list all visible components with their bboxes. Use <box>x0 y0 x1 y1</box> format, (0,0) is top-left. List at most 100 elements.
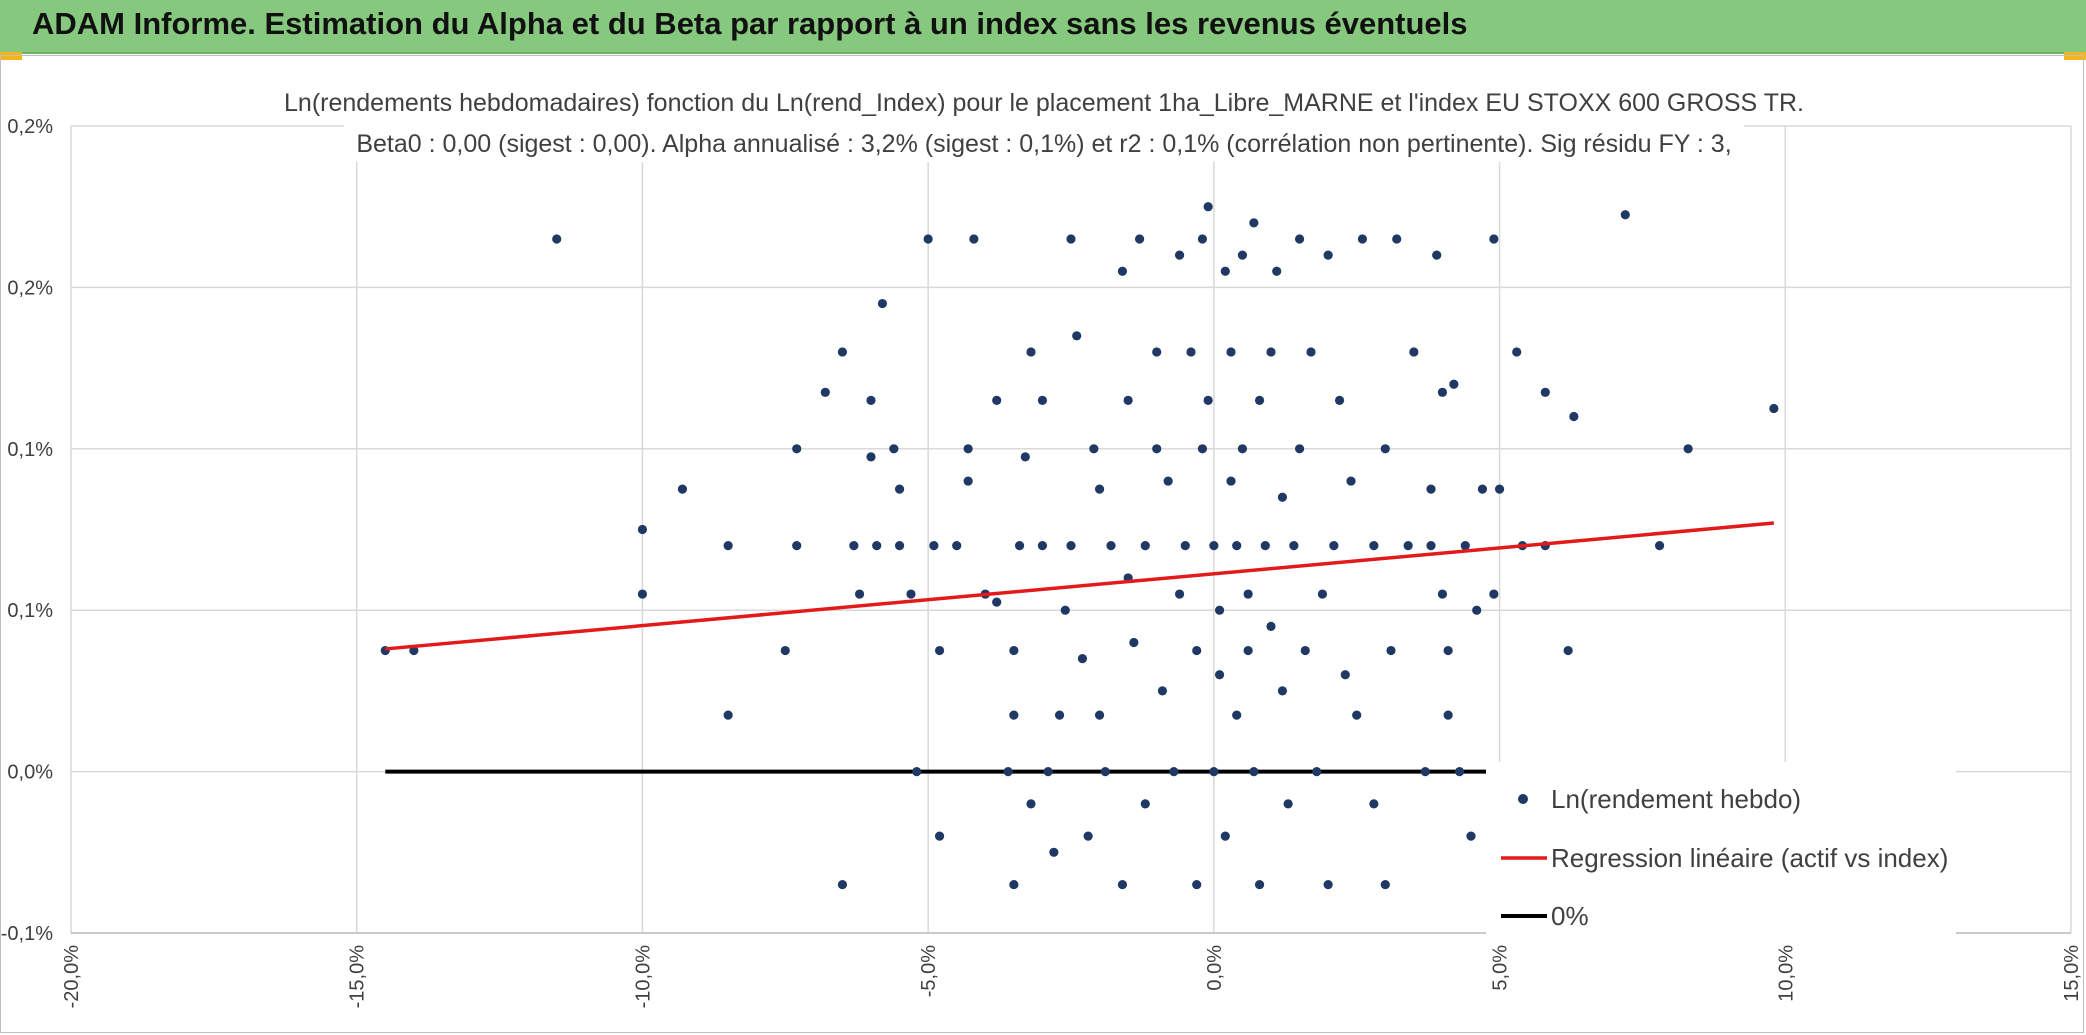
legend-background <box>1486 762 1956 934</box>
data-point <box>677 484 688 494</box>
data-point <box>1106 541 1116 551</box>
data-point <box>912 767 922 777</box>
regression-line <box>385 521 1775 651</box>
data-point <box>923 234 933 244</box>
data-point <box>1369 799 1379 809</box>
data-point <box>1077 654 1088 664</box>
report-title: ADAM Informe. Estimation du Alpha et du … <box>32 6 1468 41</box>
data-point <box>969 234 979 244</box>
data-point <box>1197 444 1208 454</box>
data-point <box>1277 686 1288 696</box>
data-point <box>1203 202 1213 212</box>
data-point <box>1060 605 1070 615</box>
data-point <box>1323 250 1333 260</box>
data-point <box>1357 234 1368 244</box>
data-point <box>1220 831 1230 841</box>
data-point <box>1683 444 1693 454</box>
data-point <box>1192 645 1202 656</box>
data-point <box>963 476 973 486</box>
data-point <box>854 589 865 599</box>
chart-title-background <box>272 83 1816 121</box>
data-point <box>1472 605 1482 615</box>
data-point <box>1249 767 1259 777</box>
data-point <box>1020 452 1030 462</box>
data-point <box>1420 767 1430 777</box>
chart-subtitle-background <box>344 124 1744 162</box>
data-point <box>1049 847 1059 857</box>
data-point <box>1254 395 1265 405</box>
data-point <box>1769 403 1779 414</box>
legend-label-regression: Regression linéaire (actif vs index) <box>1551 843 1948 873</box>
data-point <box>1323 879 1333 890</box>
y-tick-label: 0,0% <box>7 762 53 784</box>
data-point <box>1454 767 1465 777</box>
data-point <box>1123 395 1133 405</box>
data-point <box>1054 710 1065 720</box>
data-point <box>1232 541 1242 551</box>
data-point <box>1226 476 1236 486</box>
data-point <box>1094 710 1105 720</box>
data-point <box>1277 492 1288 502</box>
data-point <box>952 541 962 551</box>
data-point <box>1152 444 1162 454</box>
data-point <box>1037 395 1048 405</box>
chart-frame: -0,1% 0,0% 0,1% 0,1% 0,2% 0,2% -20,0% -15,0% -10… <box>0 55 2084 1033</box>
data-point <box>1477 484 1488 494</box>
data-point <box>1289 541 1299 551</box>
data-point <box>1620 210 1630 220</box>
x-tick-label: 15,0% <box>2061 945 2083 1002</box>
data-point <box>1214 605 1225 615</box>
data-point <box>934 645 945 656</box>
data-point <box>1174 589 1185 599</box>
data-point <box>1340 670 1350 680</box>
data-point <box>1437 387 1448 397</box>
data-point <box>1654 541 1665 551</box>
data-point <box>1437 589 1448 599</box>
y-tick-label: -0,1% <box>1 923 53 945</box>
data-point <box>1283 799 1293 809</box>
data-point <box>1203 395 1213 405</box>
data-point <box>1489 589 1499 599</box>
data-point <box>1209 767 1219 777</box>
data-point <box>1449 379 1459 389</box>
data-point <box>1157 686 1168 696</box>
y-tick-label: 0,1% <box>7 600 53 622</box>
data-point <box>1089 444 1099 454</box>
data-point <box>1140 799 1150 809</box>
legend-label-zero: 0% <box>1551 901 1589 931</box>
data-point <box>1214 670 1225 680</box>
data-point <box>1426 484 1436 494</box>
data-point <box>1083 831 1093 841</box>
data-point <box>1392 234 1402 244</box>
data-point <box>1094 484 1105 494</box>
data-point <box>963 444 973 454</box>
data-point <box>820 387 830 397</box>
x-tick-label: -20,0% <box>61 945 83 1009</box>
data-point <box>1312 767 1322 777</box>
y-tick-label: 0,2% <box>7 116 53 138</box>
x-tick-label: 5,0% <box>1490 945 1512 991</box>
data-point <box>889 444 899 454</box>
data-point <box>1294 444 1305 454</box>
data-point <box>723 710 733 720</box>
data-point <box>1352 710 1362 720</box>
data-point <box>792 444 802 454</box>
x-tick-label: -10,0% <box>632 945 654 1009</box>
data-point <box>1260 541 1270 551</box>
data-point <box>1380 879 1390 890</box>
data-point <box>1043 767 1053 777</box>
data-point <box>1460 541 1470 551</box>
data-point <box>723 541 733 551</box>
data-point <box>1100 767 1110 777</box>
y-tick-label: 0,2% <box>7 277 53 299</box>
data-point <box>1009 879 1019 890</box>
data-point <box>780 645 790 656</box>
data-point <box>1117 879 1128 890</box>
data-point <box>1386 645 1396 656</box>
data-point <box>1317 589 1328 599</box>
data-point <box>1266 347 1276 357</box>
data-point <box>1294 234 1305 244</box>
data-point <box>929 541 939 551</box>
data-point <box>1192 879 1202 890</box>
data-point <box>877 298 888 309</box>
